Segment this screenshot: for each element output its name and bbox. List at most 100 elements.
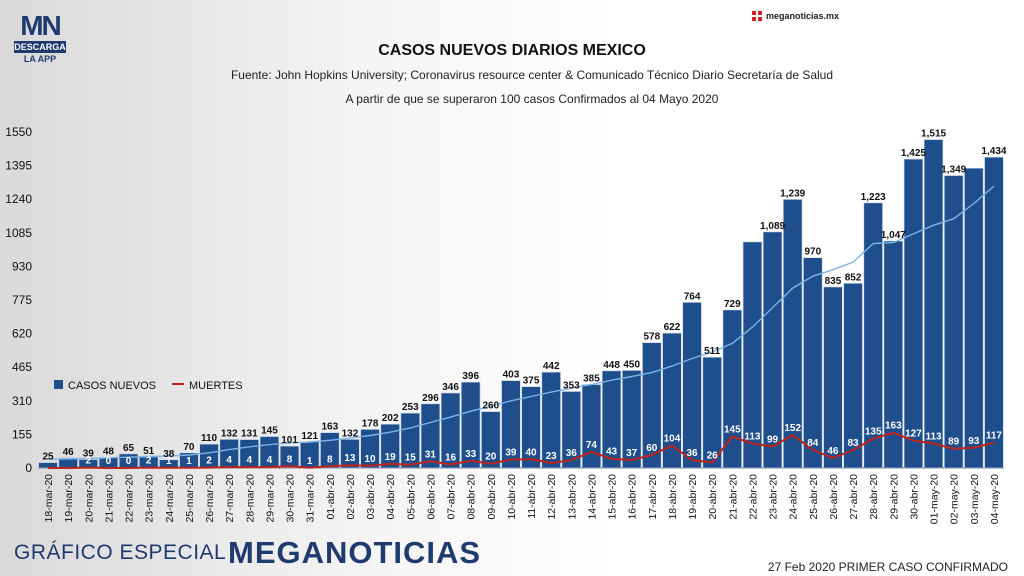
bar-value-label: 132 xyxy=(342,428,359,439)
site-brand[interactable]: meganoticias.mx xyxy=(752,11,839,21)
y-tick-label: 775 xyxy=(12,293,32,307)
bar-26-abr-20 xyxy=(823,286,843,469)
x-tick-label: 09-abr-20 xyxy=(486,474,498,520)
x-tick-label: 23-mar-20 xyxy=(144,474,156,523)
bar-value-label: 253 xyxy=(402,402,419,413)
x-tick-label: 03-abr-20 xyxy=(365,474,377,520)
y-tick-label: 1085 xyxy=(5,226,32,240)
bar-value-label: 1,239 xyxy=(780,188,805,199)
footer-special-label: GRÁFICO ESPECIAL xyxy=(14,541,227,564)
death-value-label: 15 xyxy=(405,453,417,464)
death-value-label: 43 xyxy=(606,447,618,458)
x-tick-label: 11-abr-20 xyxy=(526,474,538,519)
bar-value-label: 442 xyxy=(543,361,560,372)
bar-value-label: 1,349 xyxy=(941,165,966,176)
y-tick-label: 310 xyxy=(12,394,32,408)
x-tick-label: 22-abr-20 xyxy=(747,474,759,520)
bar-value-label: 296 xyxy=(422,393,439,404)
death-value-label: 8 xyxy=(287,454,293,465)
chart-subtitle-date-range: A partir de que se superaron 100 casos C… xyxy=(345,92,719,106)
app-logo[interactable]: MN DESCARGA LA APP xyxy=(14,12,66,65)
death-value-label: 0 xyxy=(106,456,112,467)
legend-swatch-casos xyxy=(54,380,63,389)
death-value-label: 99 xyxy=(767,435,779,446)
bar-value-label: 396 xyxy=(462,371,479,382)
bar-value-label: 448 xyxy=(603,360,620,371)
bar-value-label: 145 xyxy=(261,426,278,437)
y-tick-label: 620 xyxy=(12,327,32,341)
bar-value-label: 403 xyxy=(503,370,520,381)
bar-value-label: 970 xyxy=(804,247,821,258)
bar-25-abr-20 xyxy=(803,257,823,469)
x-tick-label: 01-abr-20 xyxy=(325,474,337,520)
death-value-label: 127 xyxy=(905,428,922,439)
x-tick-label: 18-mar-20 xyxy=(43,474,55,523)
x-tick-label: 05-abr-20 xyxy=(405,474,417,520)
bar-value-label: 65 xyxy=(123,443,135,454)
bar-29-abr-20 xyxy=(883,240,903,469)
bar-03-may-20 xyxy=(964,167,984,469)
chart-subtitle: Fuente: John Hopkins University; Coronav… xyxy=(230,68,834,82)
x-tick-label: 22-mar-20 xyxy=(124,474,136,523)
death-value-label: 39 xyxy=(505,448,517,459)
x-tick-label: 13-abr-20 xyxy=(566,474,578,520)
x-tick-label: 21-mar-20 xyxy=(103,474,115,523)
bar-value-label: 346 xyxy=(442,382,459,393)
bar-value-label: 385 xyxy=(583,374,600,385)
death-value-label: 36 xyxy=(687,448,699,459)
x-tick-label: 03-may-20 xyxy=(969,474,981,524)
death-value-label: 23 xyxy=(546,451,558,462)
bar-04-may-20 xyxy=(984,156,1004,469)
meganoticias-icon xyxy=(752,11,762,21)
x-tick-label: 20-abr-20 xyxy=(707,474,719,520)
bar-value-label: 729 xyxy=(724,299,741,310)
death-value-label: 74 xyxy=(586,440,598,451)
y-tick-label: 930 xyxy=(12,259,32,273)
x-tick-label: 07-abr-20 xyxy=(446,474,458,520)
bar-value-label: 1,434 xyxy=(981,146,1006,157)
logo-descarga-label: DESCARGA xyxy=(14,41,66,53)
bar-16-abr-20 xyxy=(622,370,642,469)
bar-23-abr-20 xyxy=(762,231,783,469)
death-value-label: 113 xyxy=(925,432,942,443)
death-value-label: 93 xyxy=(968,436,980,447)
x-tick-label: 26-mar-20 xyxy=(204,474,216,523)
logo-app-label: LA APP xyxy=(23,54,57,64)
bar-value-label: 375 xyxy=(523,376,540,387)
death-value-label: 89 xyxy=(948,437,960,448)
bar-value-label: 132 xyxy=(221,428,238,439)
bar-value-label: 101 xyxy=(281,435,298,446)
bar-11-abr-20 xyxy=(521,386,541,469)
footer-first-case-note: 27 Feb 2020 PRIMER CASO CONFIRMADO xyxy=(767,560,1008,574)
death-value-label: 1 xyxy=(307,456,313,467)
bar-01-may-20 xyxy=(923,139,944,469)
death-value-label: 36 xyxy=(566,448,578,459)
x-tick-label: 19-abr-20 xyxy=(687,474,699,520)
bar-03-abr-20 xyxy=(360,429,380,469)
x-tick-label: 27-mar-20 xyxy=(224,474,236,523)
x-tick-label: 25-mar-20 xyxy=(184,474,196,523)
bar-value-label: 178 xyxy=(362,418,379,429)
bar-30-abr-20 xyxy=(903,158,924,469)
x-tick-label: 30-mar-20 xyxy=(285,474,297,523)
x-tick-label: 31-mar-20 xyxy=(305,474,317,523)
death-value-label: 33 xyxy=(465,449,477,460)
x-tick-label: 06-abr-20 xyxy=(425,474,437,520)
y-tick-label: 465 xyxy=(12,360,32,374)
x-tick-label: 19-mar-20 xyxy=(63,474,75,523)
bar-28-abr-20 xyxy=(863,202,883,469)
x-tick-label: 29-mar-20 xyxy=(264,474,276,523)
bar-08-abr-20 xyxy=(461,381,481,469)
death-value-label: 31 xyxy=(425,449,437,460)
death-value-label: 8 xyxy=(327,454,333,465)
x-tick-label: 25-abr-20 xyxy=(808,474,820,520)
x-tick-label: 21-abr-20 xyxy=(727,474,739,520)
x-tick-label: 14-abr-20 xyxy=(586,474,598,520)
bar-value-label: 450 xyxy=(623,359,640,370)
bar-09-abr-20 xyxy=(481,411,501,469)
death-value-label: 0 xyxy=(126,456,132,467)
death-value-label: 40 xyxy=(526,447,538,458)
bar-value-label: 46 xyxy=(63,447,75,458)
death-value-label: 60 xyxy=(646,443,658,454)
